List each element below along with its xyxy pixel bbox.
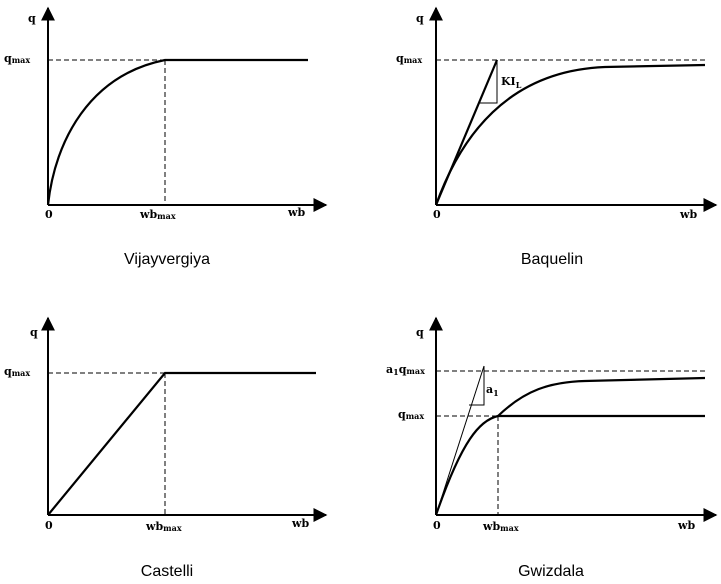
panel-castelli: q wb 0 qmax wbmax Castelli (4, 316, 328, 580)
x-axis-label: wb (287, 206, 305, 219)
a1qmax-label: a1qmax (386, 363, 425, 377)
origin-label: 0 (433, 519, 441, 532)
x-axis-label: wb (291, 517, 309, 530)
slope-triangle (480, 60, 498, 104)
slope-label: KIL (501, 75, 522, 90)
wbmax-label: wbmax (145, 520, 182, 533)
initial-slope-line (435, 365, 485, 516)
x-axis-label: wb (679, 208, 697, 221)
panel-gwizdala: q wb 0 a1qmax qmax wbmax a1 Gwizdala (386, 316, 718, 580)
qmax-label: qmax (4, 52, 30, 65)
origin-label: 0 (433, 208, 441, 221)
qmax-label: qmax (4, 365, 30, 378)
caption: Castelli (141, 563, 193, 580)
origin-label: 0 (45, 519, 53, 532)
wbmax-label: wbmax (482, 520, 519, 533)
y-axis-label: q (416, 326, 424, 339)
panel-baquelin: q wb 0 qmax KIL Baquelin (396, 6, 718, 268)
qmax-label: qmax (398, 408, 424, 421)
caption: Gwizdala (518, 563, 584, 580)
y-axis-label: q (30, 326, 38, 339)
y-axis-label: q (416, 12, 424, 25)
load-curve (47, 371, 316, 516)
load-curve-upper (497, 376, 706, 417)
x-axis-label: wb (677, 519, 695, 532)
origin-label: 0 (45, 208, 53, 221)
y-axis-label: q (28, 12, 36, 25)
wbmax-label: wbmax (139, 208, 176, 221)
qmax-label: qmax (396, 52, 422, 65)
load-curve-lower (434, 414, 705, 516)
load-curve (434, 63, 706, 206)
panel-vijayvergiya: q wb 0 qmax wbmax Vijayvergiya (4, 6, 328, 268)
initial-slope-line (434, 59, 499, 206)
caption: Vijayvergiya (124, 251, 210, 268)
slope-triangle (469, 366, 485, 406)
slope-label: a1 (486, 383, 499, 398)
load-curve (46, 58, 308, 206)
caption: Baquelin (521, 251, 583, 268)
